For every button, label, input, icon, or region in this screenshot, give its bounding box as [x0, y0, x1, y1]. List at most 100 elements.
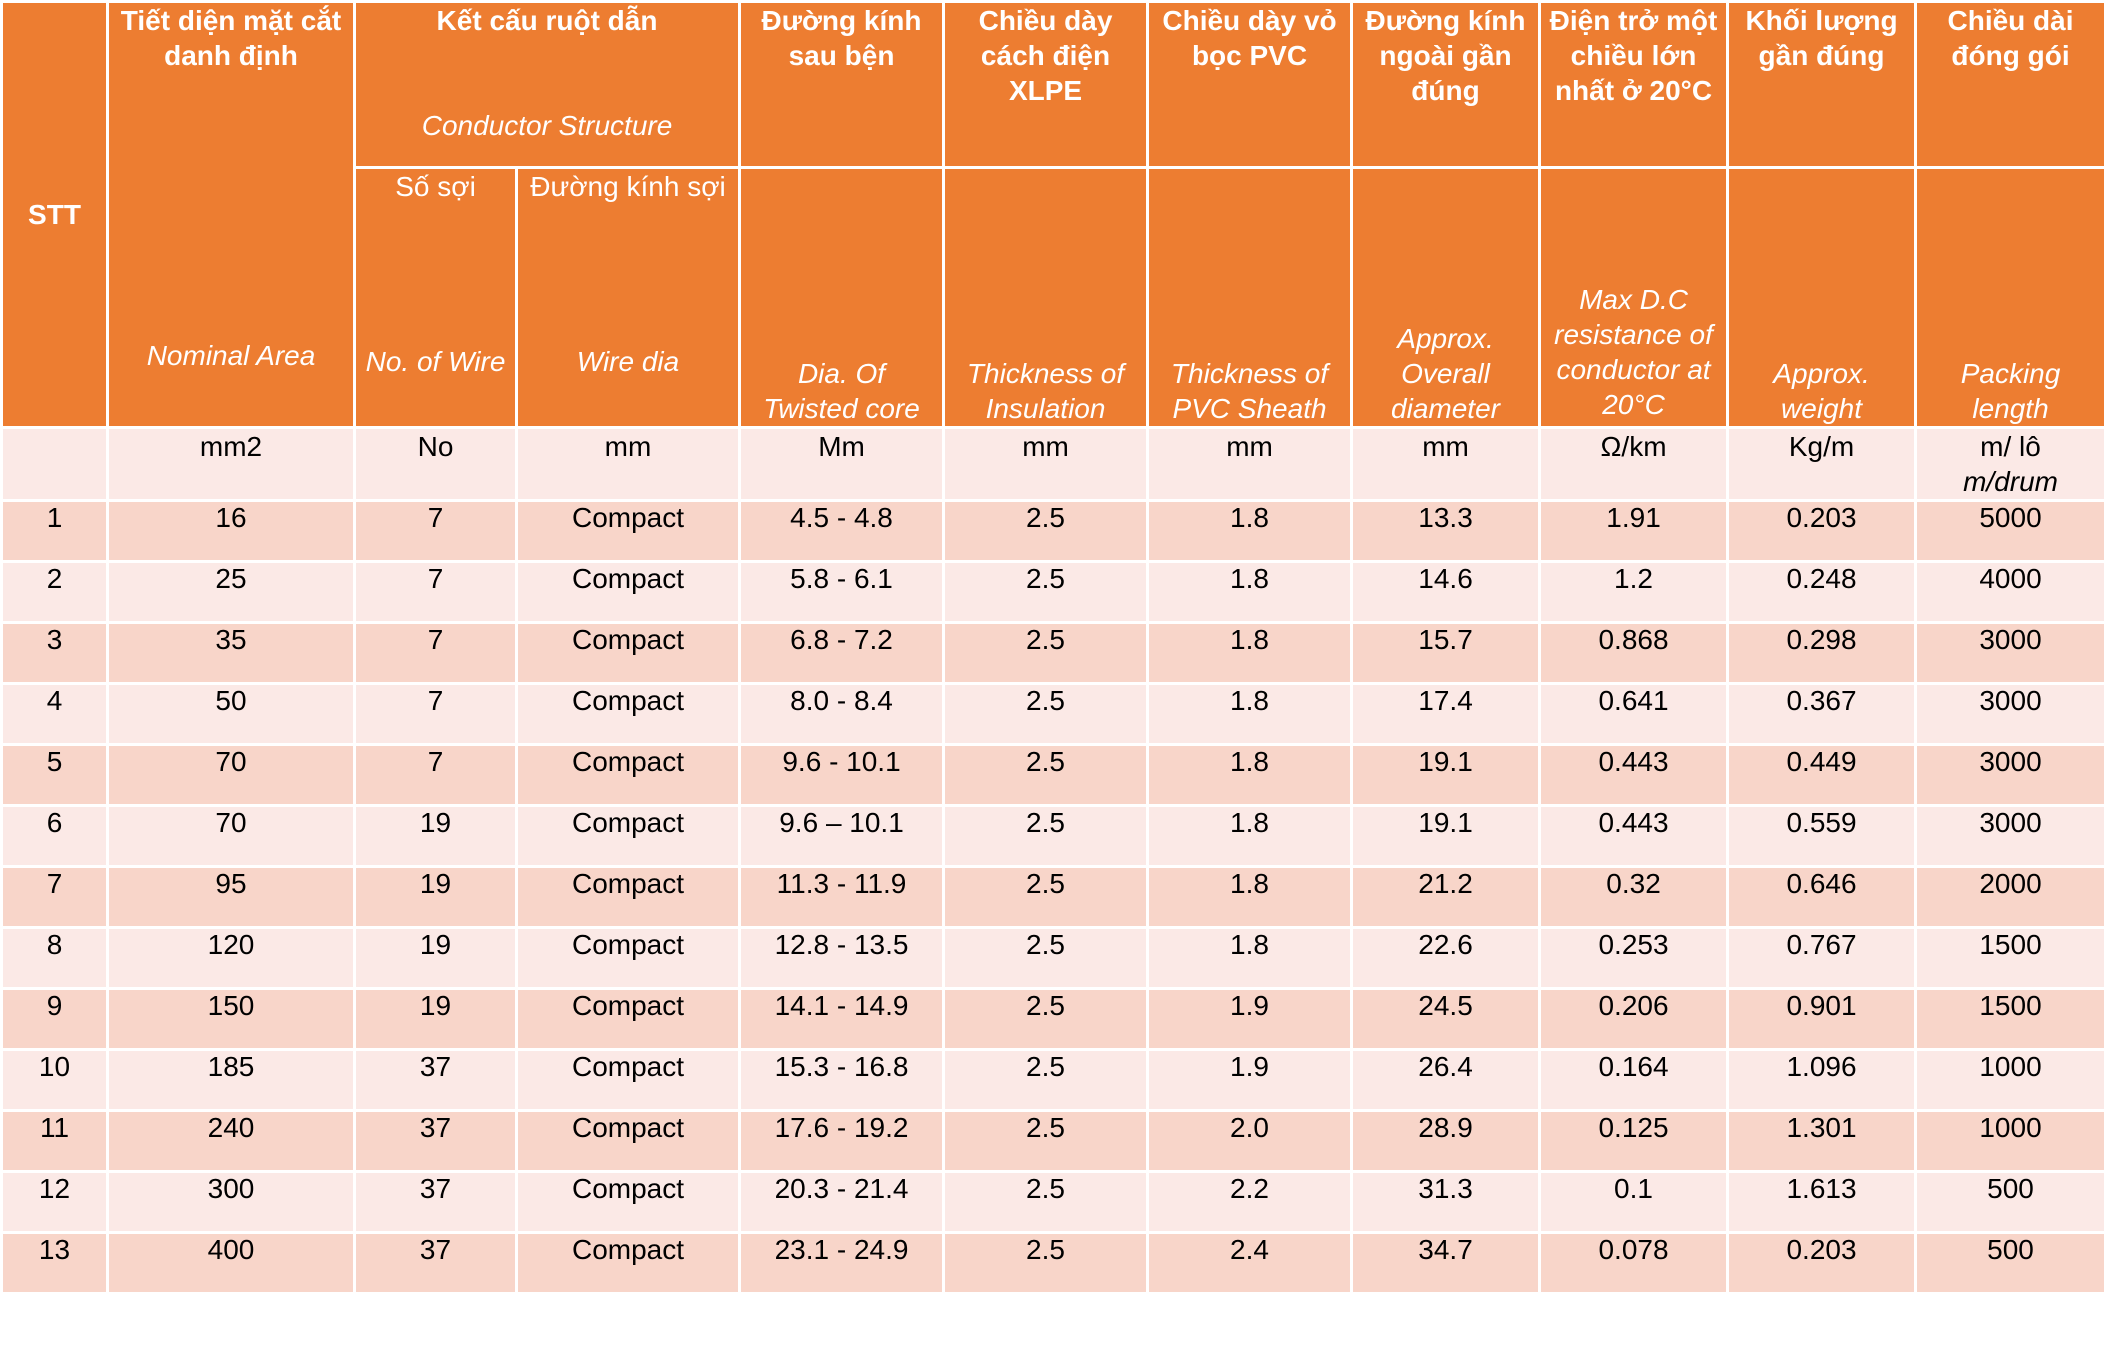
cell-stt: 4 — [0, 682, 109, 746]
table-row: 6 70 19 Compact 9.6 – 10.1 2.5 1.8 19.1 0.443 0.5… — [0, 804, 2104, 868]
cell-no-of-wire: 7 — [353, 621, 518, 685]
cell-weight: 0.646 — [1726, 865, 1918, 929]
unit-weight: Kg/m — [1726, 426, 1918, 502]
cell-overall-dia: 31.3 — [1350, 1170, 1542, 1234]
cell-nominal-area: 400 — [106, 1231, 356, 1295]
cell-overall-dia: 21.2 — [1350, 865, 1542, 929]
cell-weight: 0.901 — [1726, 987, 1918, 1051]
cell-resistance: 0.164 — [1538, 1048, 1730, 1112]
cell-nominal-area: 70 — [106, 743, 356, 807]
cell-no-of-wire: 19 — [353, 804, 518, 868]
header-wire-dia-vi: Đường kính sợi — [530, 171, 726, 202]
cell-insulation: 2.5 — [942, 560, 1150, 624]
cell-no-of-wire: 19 — [353, 987, 518, 1051]
cell-weight: 1.096 — [1726, 1048, 1918, 1112]
cell-twisted-core: 15.3 - 16.8 — [738, 1048, 946, 1112]
table-row: 1 16 7 Compact 4.5 - 4.8 2.5 1.8 13.3 1.91 0.203 5… — [0, 499, 2104, 563]
header-no-of-wire-vi: Số sợi — [395, 171, 476, 202]
cell-overall-dia: 17.4 — [1350, 682, 1542, 746]
cell-twisted-core: 4.5 - 4.8 — [738, 499, 946, 563]
header-insulation-vi-cell: Chiều dày cách điện XLPE — [942, 0, 1150, 169]
header-no-of-wire-en: No. of Wire — [365, 346, 506, 377]
cell-overall-dia: 19.1 — [1350, 804, 1542, 868]
cell-no-of-wire: 19 — [353, 926, 518, 990]
cell-wire-dia: Compact — [514, 865, 742, 929]
cell-insulation: 2.5 — [942, 1170, 1150, 1234]
cell-packing: 1000 — [1914, 1048, 2104, 1112]
cell-no-of-wire: 7 — [353, 743, 518, 807]
cell-insulation: 2.5 — [942, 682, 1150, 746]
header-insulation-vi: Chiều dày cách điện XLPE — [978, 5, 1113, 106]
cell-sheath: 1.9 — [1146, 1048, 1354, 1112]
cell-nominal-area: 300 — [106, 1170, 356, 1234]
cell-insulation: 2.5 — [942, 621, 1150, 685]
header-weight-en-cell: Approx. weight — [1726, 166, 1918, 429]
header-no-of-wire: Số sợi No. of Wire — [353, 166, 518, 429]
header-twisted-core-vi: Đường kính sau bện — [761, 5, 922, 71]
unit-area: mm2 — [106, 426, 356, 502]
header-stt: STT — [0, 0, 109, 429]
cell-twisted-core: 11.3 - 11.9 — [738, 865, 946, 929]
cell-nominal-area: 120 — [106, 926, 356, 990]
unit-sheath: mm — [1146, 426, 1354, 502]
table-row: 4 50 7 Compact 8.0 - 8.4 2.5 1.8 17.4 0.641 0.367… — [0, 682, 2104, 746]
cell-insulation: 2.5 — [942, 1048, 1150, 1112]
cell-wire-dia: Compact — [514, 560, 742, 624]
cell-stt: 2 — [0, 560, 109, 624]
header-nominal-area-vi: Tiết diện mặt cắt danh định — [120, 5, 342, 71]
header-weight-en: Approx. weight — [1773, 358, 1870, 424]
cable-spec-table: STT Tiết diện mặt cắt danh định Nominal … — [0, 0, 2104, 1295]
header-weight-vi: Khối lượng gần đúng — [1745, 5, 1898, 71]
cell-no-of-wire: 37 — [353, 1170, 518, 1234]
header-conductor-structure-vi: Kết cấu ruột dẫn — [436, 5, 658, 36]
unit-overall: mm — [1350, 426, 1542, 502]
cell-resistance: 0.1 — [1538, 1170, 1730, 1234]
cell-stt: 8 — [0, 926, 109, 990]
cell-twisted-core: 17.6 - 19.2 — [738, 1109, 946, 1173]
cell-twisted-core: 9.6 – 10.1 — [738, 804, 946, 868]
table-row: 11 240 37 Compact 17.6 - 19.2 2.5 2.0 28.9 0.125… — [0, 1109, 2104, 1173]
cell-twisted-core: 23.1 - 24.9 — [738, 1231, 946, 1295]
header-resistance-en-cell: Max D.C resistance of conductor at 20°C — [1538, 166, 1730, 429]
cell-nominal-area: 50 — [106, 682, 356, 746]
header-resistance-vi-cell: Điện trở một chiều lớn nhất ở 20°C — [1538, 0, 1730, 169]
cell-overall-dia: 13.3 — [1350, 499, 1542, 563]
header-packing-en: Packing length — [1960, 358, 2061, 424]
cell-packing: 3000 — [1914, 804, 2104, 868]
cell-nominal-area: 25 — [106, 560, 356, 624]
unit-packing-vi: m/ lô — [1980, 431, 2041, 462]
table-row: 7 95 19 Compact 11.3 - 11.9 2.5 1.8 21.2 0.32 0.6… — [0, 865, 2104, 929]
header-packing-vi-cell: Chiều dài đóng gói — [1914, 0, 2104, 169]
unit-wire-dia: mm — [514, 426, 742, 502]
cell-resistance: 0.078 — [1538, 1231, 1730, 1295]
header-sheath-vi-cell: Chiều dày vỏ bọc PVC — [1146, 0, 1354, 169]
cell-resistance: 0.443 — [1538, 804, 1730, 868]
header-stt-label: STT — [28, 199, 81, 230]
cell-twisted-core: 8.0 - 8.4 — [738, 682, 946, 746]
cell-overall-dia: 22.6 — [1350, 926, 1542, 990]
cell-weight: 0.203 — [1726, 499, 1918, 563]
header-twisted-core-vi-cell: Đường kính sau bện — [738, 0, 946, 169]
cell-no-of-wire: 37 — [353, 1231, 518, 1295]
cell-no-of-wire: 7 — [353, 499, 518, 563]
header-twisted-core-en-cell: Dia. Of Twisted core — [738, 166, 946, 429]
cell-overall-dia: 34.7 — [1350, 1231, 1542, 1295]
unit-packing-en: m/drum — [1963, 466, 2058, 497]
cell-stt: 3 — [0, 621, 109, 685]
cell-overall-dia: 14.6 — [1350, 560, 1542, 624]
cell-overall-dia: 19.1 — [1350, 743, 1542, 807]
cell-insulation: 2.5 — [942, 499, 1150, 563]
cell-sheath: 1.8 — [1146, 804, 1354, 868]
header-overall-dia-vi-cell: Đường kính ngoài gần đúng — [1350, 0, 1542, 169]
cell-weight: 0.298 — [1726, 621, 1918, 685]
cell-sheath: 2.4 — [1146, 1231, 1354, 1295]
cell-no-of-wire: 37 — [353, 1109, 518, 1173]
cell-wire-dia: Compact — [514, 1170, 742, 1234]
cell-packing: 5000 — [1914, 499, 2104, 563]
header-nominal-area-en: Nominal Area — [146, 340, 316, 371]
cell-stt: 12 — [0, 1170, 109, 1234]
cell-weight: 0.449 — [1726, 743, 1918, 807]
cell-twisted-core: 9.6 - 10.1 — [738, 743, 946, 807]
header-wire-dia: Đường kính sợi Wire dia — [514, 166, 742, 429]
cell-insulation: 2.5 — [942, 804, 1150, 868]
